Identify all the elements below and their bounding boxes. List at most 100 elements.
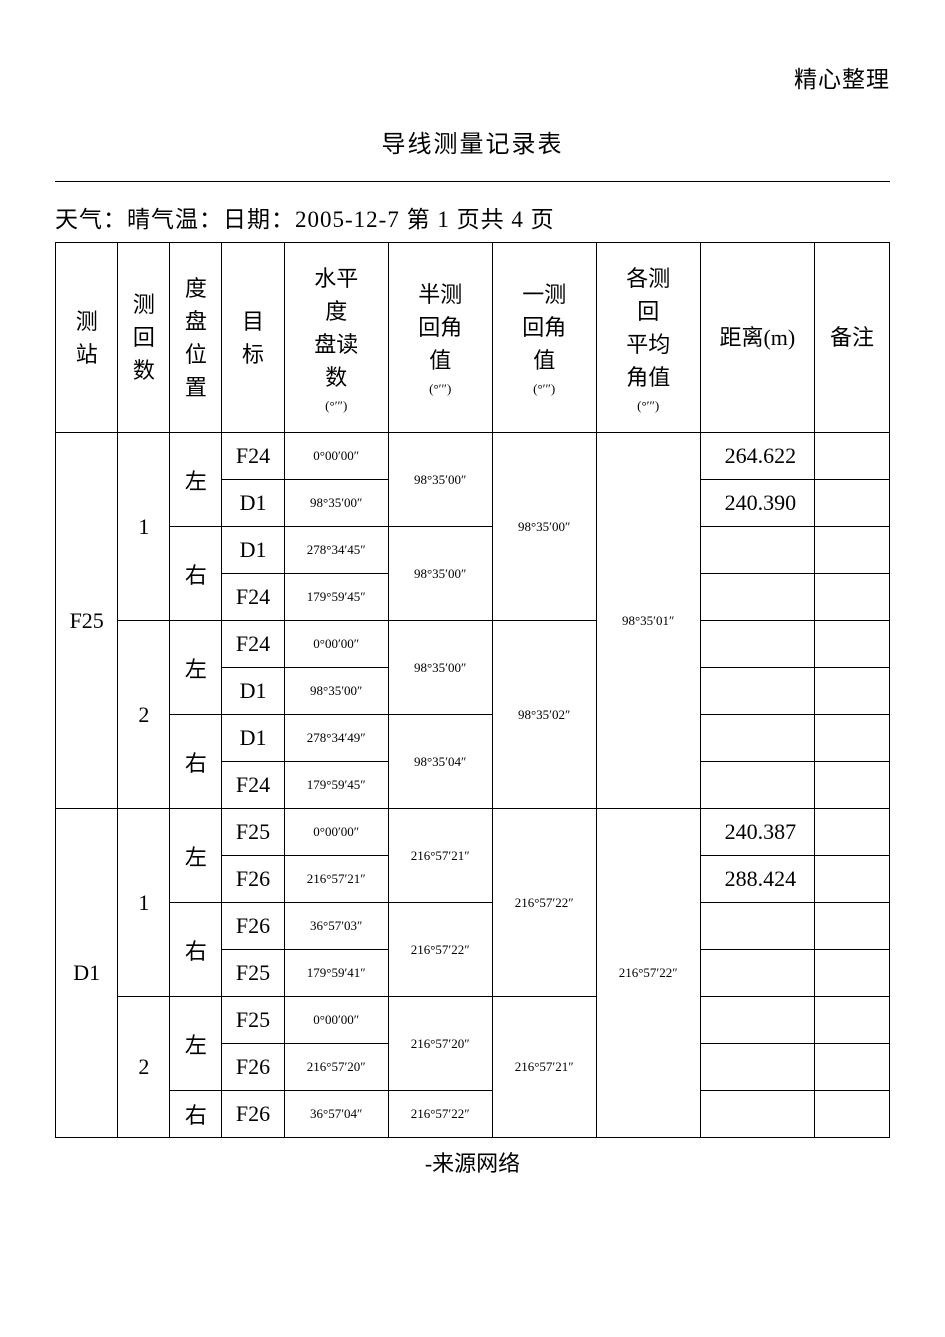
reading-cell: 179°59′41″ [284, 950, 388, 997]
disk-cell: 左 [170, 433, 222, 527]
dist-cell [700, 574, 814, 621]
target-cell: D1 [222, 715, 284, 762]
remark-cell [815, 527, 890, 574]
table-row: F251左F240°00′00″98°35′00″98°35′00″98°35′… [56, 433, 890, 480]
half-cell: 216°57′20″ [388, 997, 492, 1091]
round-cell: 1 [118, 809, 170, 997]
target-cell: F24 [222, 574, 284, 621]
dist-cell [700, 715, 814, 762]
table-body: F251左F240°00′00″98°35′00″98°35′00″98°35′… [56, 433, 890, 1138]
remark-cell [815, 903, 890, 950]
dist-cell [700, 668, 814, 715]
round-cell: 2 [118, 997, 170, 1138]
remark-cell [815, 997, 890, 1044]
dist-cell [700, 527, 814, 574]
dist-cell [700, 1044, 814, 1091]
footer-note: -来源网络 [55, 1146, 890, 1178]
col-dist: 距离(m) [700, 243, 814, 433]
disk-cell: 左 [170, 997, 222, 1091]
reading-cell: 0°00′00″ [284, 809, 388, 856]
meta-line: 天气：晴气温：日期：2005-12-7 第 1 页共 4 页 [55, 200, 890, 234]
half-cell: 98°35′00″ [388, 621, 492, 715]
target-cell: F26 [222, 856, 284, 903]
dist-cell [700, 903, 814, 950]
dist-cell [700, 950, 814, 997]
reading-cell: 216°57′20″ [284, 1044, 388, 1091]
target-cell: F25 [222, 950, 284, 997]
target-cell: F26 [222, 1091, 284, 1138]
header-note: 精心整理 [55, 60, 890, 94]
target-cell: D1 [222, 527, 284, 574]
page-title: 导线测量记录表 [55, 124, 890, 159]
disk-cell: 右 [170, 715, 222, 809]
full-cell: 98°35′02″ [492, 621, 596, 809]
target-cell: F24 [222, 433, 284, 480]
divider [55, 181, 890, 182]
table-head: 测站 测回数 度盘位置 目标 水平度盘读数(°′″) 半测回角值(°′″) 一测… [56, 243, 890, 433]
reading-cell: 0°00′00″ [284, 997, 388, 1044]
reading-cell: 278°34′45″ [284, 527, 388, 574]
col-half: 半测回角值(°′″) [388, 243, 492, 433]
target-cell: D1 [222, 668, 284, 715]
dist-cell: 264.622 [700, 433, 814, 480]
remark-cell [815, 621, 890, 668]
half-cell: 216°57′21″ [388, 809, 492, 903]
reading-cell: 278°34′49″ [284, 715, 388, 762]
target-cell: F25 [222, 997, 284, 1044]
page: 精心整理 导线测量记录表 天气：晴气温：日期：2005-12-7 第 1 页共 … [0, 0, 945, 1337]
station-cell: F25 [56, 433, 118, 809]
table-row: 2左F240°00′00″98°35′00″98°35′02″ [56, 621, 890, 668]
target-cell: F26 [222, 1044, 284, 1091]
target-cell: F25 [222, 809, 284, 856]
remark-cell [815, 668, 890, 715]
remark-cell [815, 809, 890, 856]
disk-cell: 右 [170, 1091, 222, 1138]
full-cell: 216°57′22″ [492, 809, 596, 997]
round-cell: 1 [118, 433, 170, 621]
remark-cell [815, 1044, 890, 1091]
col-reading: 水平度盘读数(°′″) [284, 243, 388, 433]
col-station: 测站 [56, 243, 118, 433]
col-avg: 各测回平均角值(°′″) [596, 243, 700, 433]
remark-cell [815, 715, 890, 762]
target-cell: D1 [222, 480, 284, 527]
col-disk: 度盘位置 [170, 243, 222, 433]
full-cell: 98°35′00″ [492, 433, 596, 621]
target-cell: F24 [222, 621, 284, 668]
reading-cell: 216°57′21″ [284, 856, 388, 903]
reading-cell: 36°57′04″ [284, 1091, 388, 1138]
survey-table: 测站 测回数 度盘位置 目标 水平度盘读数(°′″) 半测回角值(°′″) 一测… [55, 242, 890, 1138]
target-cell: F24 [222, 762, 284, 809]
half-cell: 98°35′00″ [388, 433, 492, 527]
avg-cell: 216°57′22″ [596, 809, 700, 1138]
remark-cell [815, 574, 890, 621]
remark-cell [815, 433, 890, 480]
half-cell: 98°35′04″ [388, 715, 492, 809]
remark-cell [815, 950, 890, 997]
table-row: 右F2636°57′04″216°57′22″ [56, 1091, 890, 1138]
avg-cell: 98°35′01″ [596, 433, 700, 809]
col-round: 测回数 [118, 243, 170, 433]
remark-cell [815, 1091, 890, 1138]
dist-cell [700, 621, 814, 668]
remark-cell [815, 856, 890, 903]
table-row: 2左F250°00′00″216°57′20″216°57′21″ [56, 997, 890, 1044]
reading-cell: 98°35′00″ [284, 480, 388, 527]
disk-cell: 左 [170, 809, 222, 903]
dist-cell [700, 1091, 814, 1138]
dist-cell [700, 762, 814, 809]
table-row: D11左F250°00′00″216°57′21″216°57′22″216°5… [56, 809, 890, 856]
disk-cell: 右 [170, 527, 222, 621]
table-row: 右F2636°57′03″216°57′22″ [56, 903, 890, 950]
dist-cell: 240.390 [700, 480, 814, 527]
reading-cell: 36°57′03″ [284, 903, 388, 950]
remark-cell [815, 762, 890, 809]
disk-cell: 右 [170, 903, 222, 997]
round-cell: 2 [118, 621, 170, 809]
col-full: 一测回角值(°′″) [492, 243, 596, 433]
remark-cell [815, 480, 890, 527]
reading-cell: 98°35′00″ [284, 668, 388, 715]
reading-cell: 179°59′45″ [284, 574, 388, 621]
reading-cell: 179°59′45″ [284, 762, 388, 809]
dist-cell: 240.387 [700, 809, 814, 856]
